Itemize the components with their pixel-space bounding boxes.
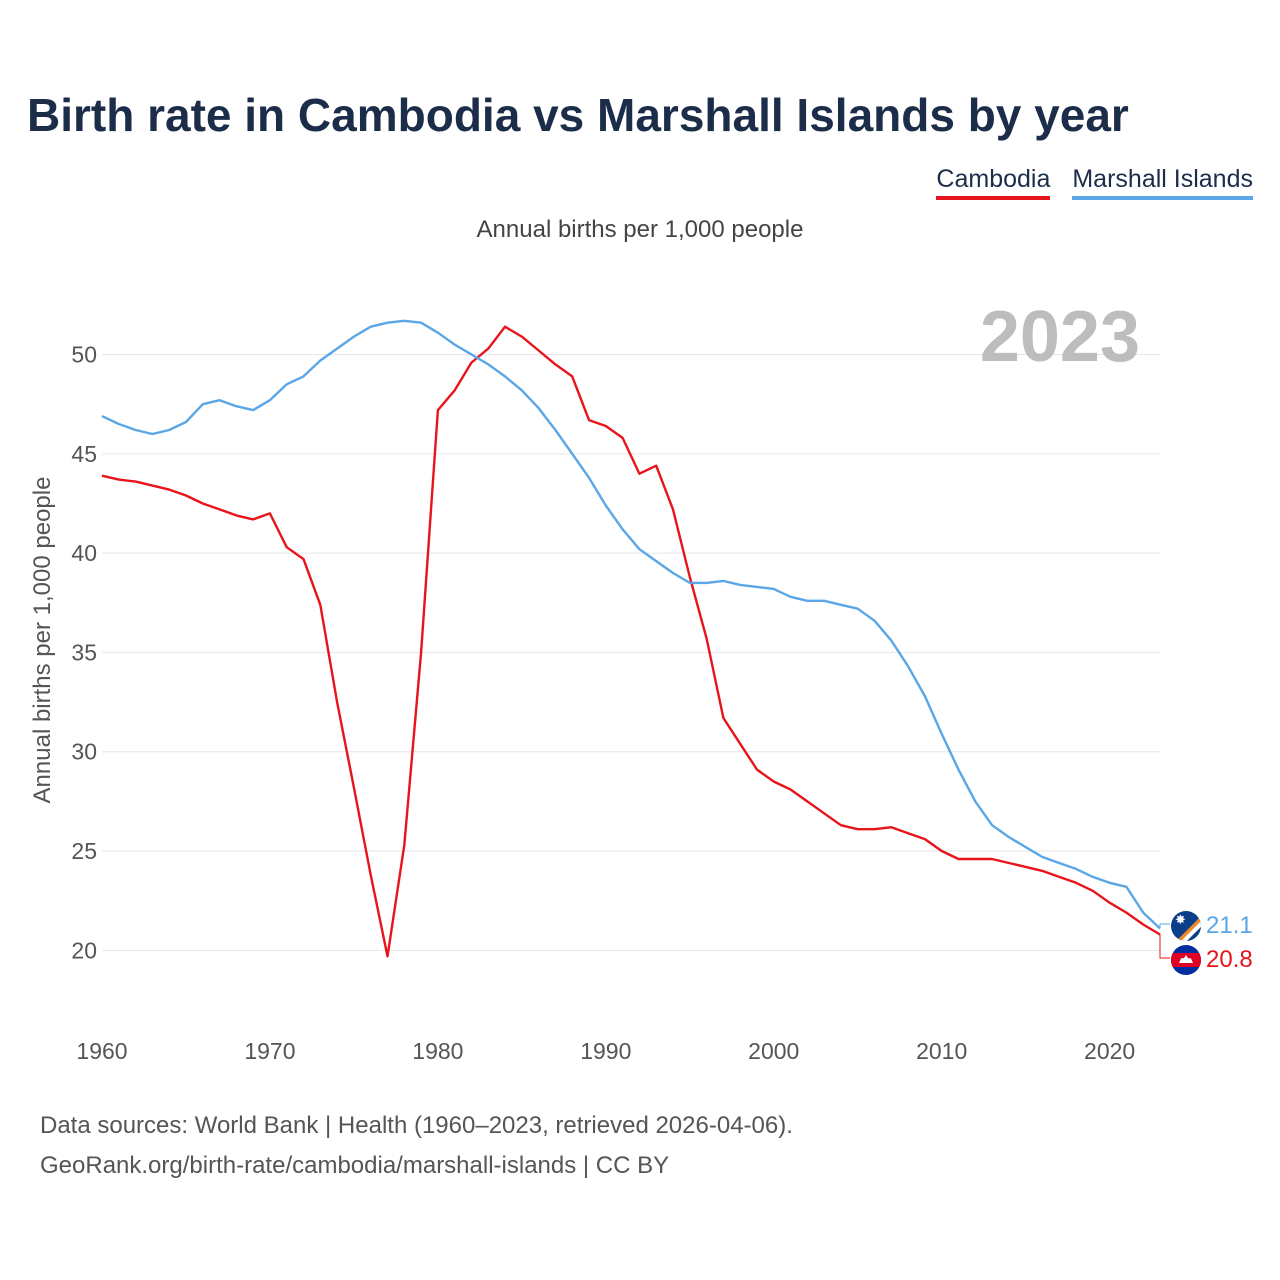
legend-item-marshall-islands[interactable]: Marshall Islands: [1072, 164, 1253, 200]
y-tick-label: 35: [71, 639, 97, 665]
x-tick-label: 1980: [412, 1038, 463, 1064]
y-tick-label: 20: [71, 937, 97, 963]
legend: Cambodia Marshall Islands: [936, 164, 1253, 200]
x-tick-label: 2010: [916, 1038, 967, 1064]
marshall-islands-flag-icon: ✸: [1171, 911, 1201, 941]
y-tick-label: 25: [71, 838, 97, 864]
x-tick-label: 1990: [580, 1038, 631, 1064]
legend-item-cambodia[interactable]: Cambodia: [936, 164, 1051, 200]
y-tick-label: 45: [71, 441, 97, 467]
series-layer: [101, 319, 1161, 958]
cambodia-flag-icon: [1171, 945, 1201, 975]
end-connector-marshall-islands: [1159, 923, 1170, 929]
end-connector-cambodia: [1159, 934, 1170, 959]
y-tick-label: 40: [71, 540, 97, 566]
y-axis-label: Annual births per 1,000 people: [29, 477, 56, 804]
y-axis-ticks: 20 25 30 35 40 45 50: [71, 342, 97, 964]
series-line-cambodia[interactable]: [101, 325, 1161, 958]
y-tick-label: 50: [71, 342, 97, 368]
x-tick-label: 1970: [244, 1038, 295, 1064]
chart-title: Birth rate in Cambodia vs Marshall Islan…: [27, 89, 1129, 141]
end-value-label-cambodia: 20.8: [1206, 946, 1253, 973]
x-tick-label: 2020: [1084, 1038, 1135, 1064]
source-note: Data sources: World Bank | Health (1960–…: [40, 1106, 793, 1186]
x-axis-ticks: 1960 1970 1980 1990 2000 2010 2020: [76, 1038, 1135, 1064]
chart-subtitle: Annual births per 1,000 people: [476, 216, 804, 243]
series-line-marshall-islands[interactable]: [101, 319, 1161, 930]
end-labels: 20.8 21.1: [1159, 912, 1253, 973]
year-label: 2023: [980, 297, 1140, 377]
source-line-1: Data sources: World Bank | Health (1960–…: [40, 1112, 793, 1139]
x-tick-label: 2000: [748, 1038, 799, 1064]
y-tick-label: 30: [71, 739, 97, 765]
source-line-2[interactable]: GeoRank.org/birth-rate/cambodia/marshall…: [40, 1152, 670, 1179]
x-tick-label: 1960: [76, 1038, 127, 1064]
end-value-label-marshall-islands: 21.1: [1206, 912, 1253, 939]
